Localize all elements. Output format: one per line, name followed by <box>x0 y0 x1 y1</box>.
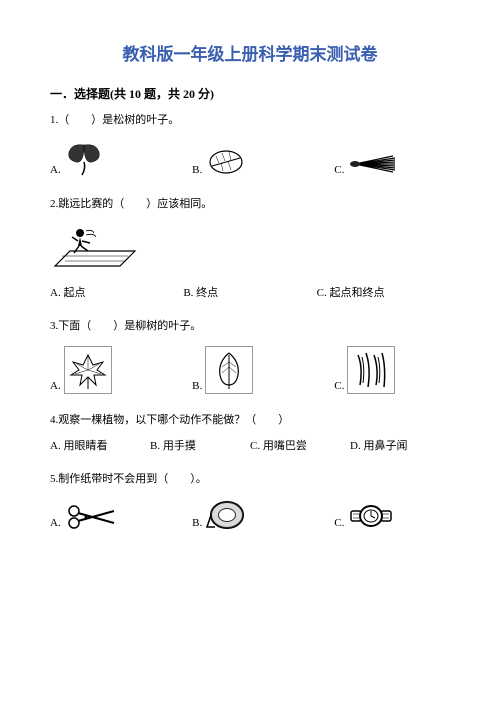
q5-opt-b-label: B. <box>192 517 202 531</box>
q3-text: 3.下面（ ）是柳树的叶子。 <box>50 318 450 336</box>
q3-opt-c-label: C. <box>334 380 344 394</box>
watch-icon <box>347 501 395 531</box>
q1-opt-a-label: A. <box>50 164 61 178</box>
q2-image <box>50 221 450 276</box>
q4-options: A. 用眼睛看 B. 用手摸 C. 用嘴巴尝 D. 用鼻子闻 <box>50 437 450 453</box>
q2-options: A. 起点 B. 终点 C. 起点和终点 <box>50 284 450 300</box>
q4-text: 4.观察一棵植物，以下哪个动作不能做？（ ） <box>50 412 450 430</box>
q4-opt-a: A. 用眼睛看 <box>50 437 150 453</box>
q3-opt-a-label: A. <box>50 380 61 394</box>
q1-opt-b-label: B. <box>192 164 202 178</box>
q1-opt-c-label: C. <box>334 164 344 178</box>
q1-text: 1.（ ）是松树的叶子。 <box>50 112 450 130</box>
q5-options: A. B. C. <box>50 499 450 531</box>
q5-opt-a-label: A. <box>50 517 61 531</box>
scissors-icon <box>64 501 119 531</box>
page-title: 教科版一年级上册科学期末测试卷 <box>50 40 450 65</box>
q2-opt-b: B. 终点 <box>183 284 316 300</box>
oval-leaf-icon <box>205 146 247 178</box>
q1-options: A. B. C. <box>50 140 450 178</box>
maple-leaf-icon <box>64 346 112 394</box>
q4-opt-c: C. 用嘴巴尝 <box>250 437 350 453</box>
willow-leaf-icon <box>347 346 395 394</box>
q4-opt-d: D. 用鼻子闻 <box>350 437 450 453</box>
q3-options: A. B. C. <box>50 346 450 394</box>
q4-opt-b: B. 用手摸 <box>150 437 250 453</box>
pine-needle-icon <box>347 150 397 178</box>
ginkgo-leaf-icon <box>64 140 106 178</box>
q3-opt-b-label: B. <box>192 380 202 394</box>
q2-opt-a: A. 起点 <box>50 284 183 300</box>
section-header: 一．选择题(共 10 题，共 20 分) <box>50 85 450 102</box>
tape-icon <box>205 499 250 531</box>
q5-opt-c-label: C. <box>334 517 344 531</box>
q2-opt-c: C. 起点和终点 <box>317 284 450 300</box>
q5-text: 5.制作纸带时不会用到（ ）。 <box>50 471 450 489</box>
simple-leaf-icon <box>205 346 253 394</box>
q2-text: 2.跳远比赛的（ ）应该相同。 <box>50 196 450 214</box>
